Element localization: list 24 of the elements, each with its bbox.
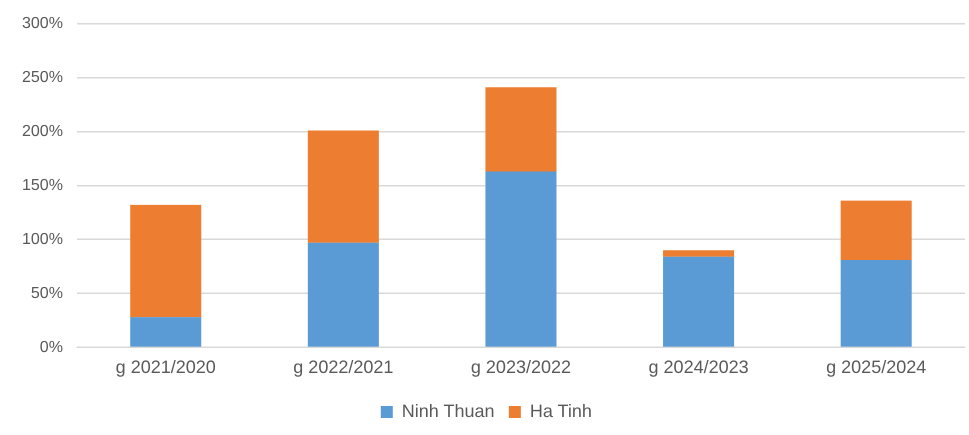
y-tick-label: 200% — [22, 122, 63, 140]
bar — [485, 87, 556, 172]
bar — [663, 250, 734, 257]
bar — [308, 242, 379, 347]
x-tick-label: g 2023/2022 — [470, 357, 572, 378]
y-tick-label: 0% — [40, 338, 63, 356]
bar — [485, 171, 556, 347]
y-tick-label: 50% — [30, 284, 63, 302]
bar — [663, 256, 734, 347]
bar — [308, 130, 379, 243]
y-tick-label: 150% — [22, 176, 63, 194]
bar — [130, 204, 202, 318]
x-tick-label: g 2021/2020 — [116, 357, 216, 378]
x-tick-label: g 2022/2021 — [293, 357, 394, 378]
bar — [840, 200, 912, 260]
bar — [130, 317, 202, 347]
y-tick-label: 250% — [22, 68, 63, 86]
legend-label: Ha Tinh — [530, 400, 592, 421]
legend-label: Ninh Thuan — [402, 400, 495, 421]
y-tick-label: 300% — [22, 15, 63, 32]
y-tick-label: 100% — [22, 230, 63, 248]
x-tick-label: g 2024/2023 — [648, 357, 749, 378]
bar — [840, 260, 912, 347]
x-tick-label: g 2025/2024 — [826, 357, 926, 378]
